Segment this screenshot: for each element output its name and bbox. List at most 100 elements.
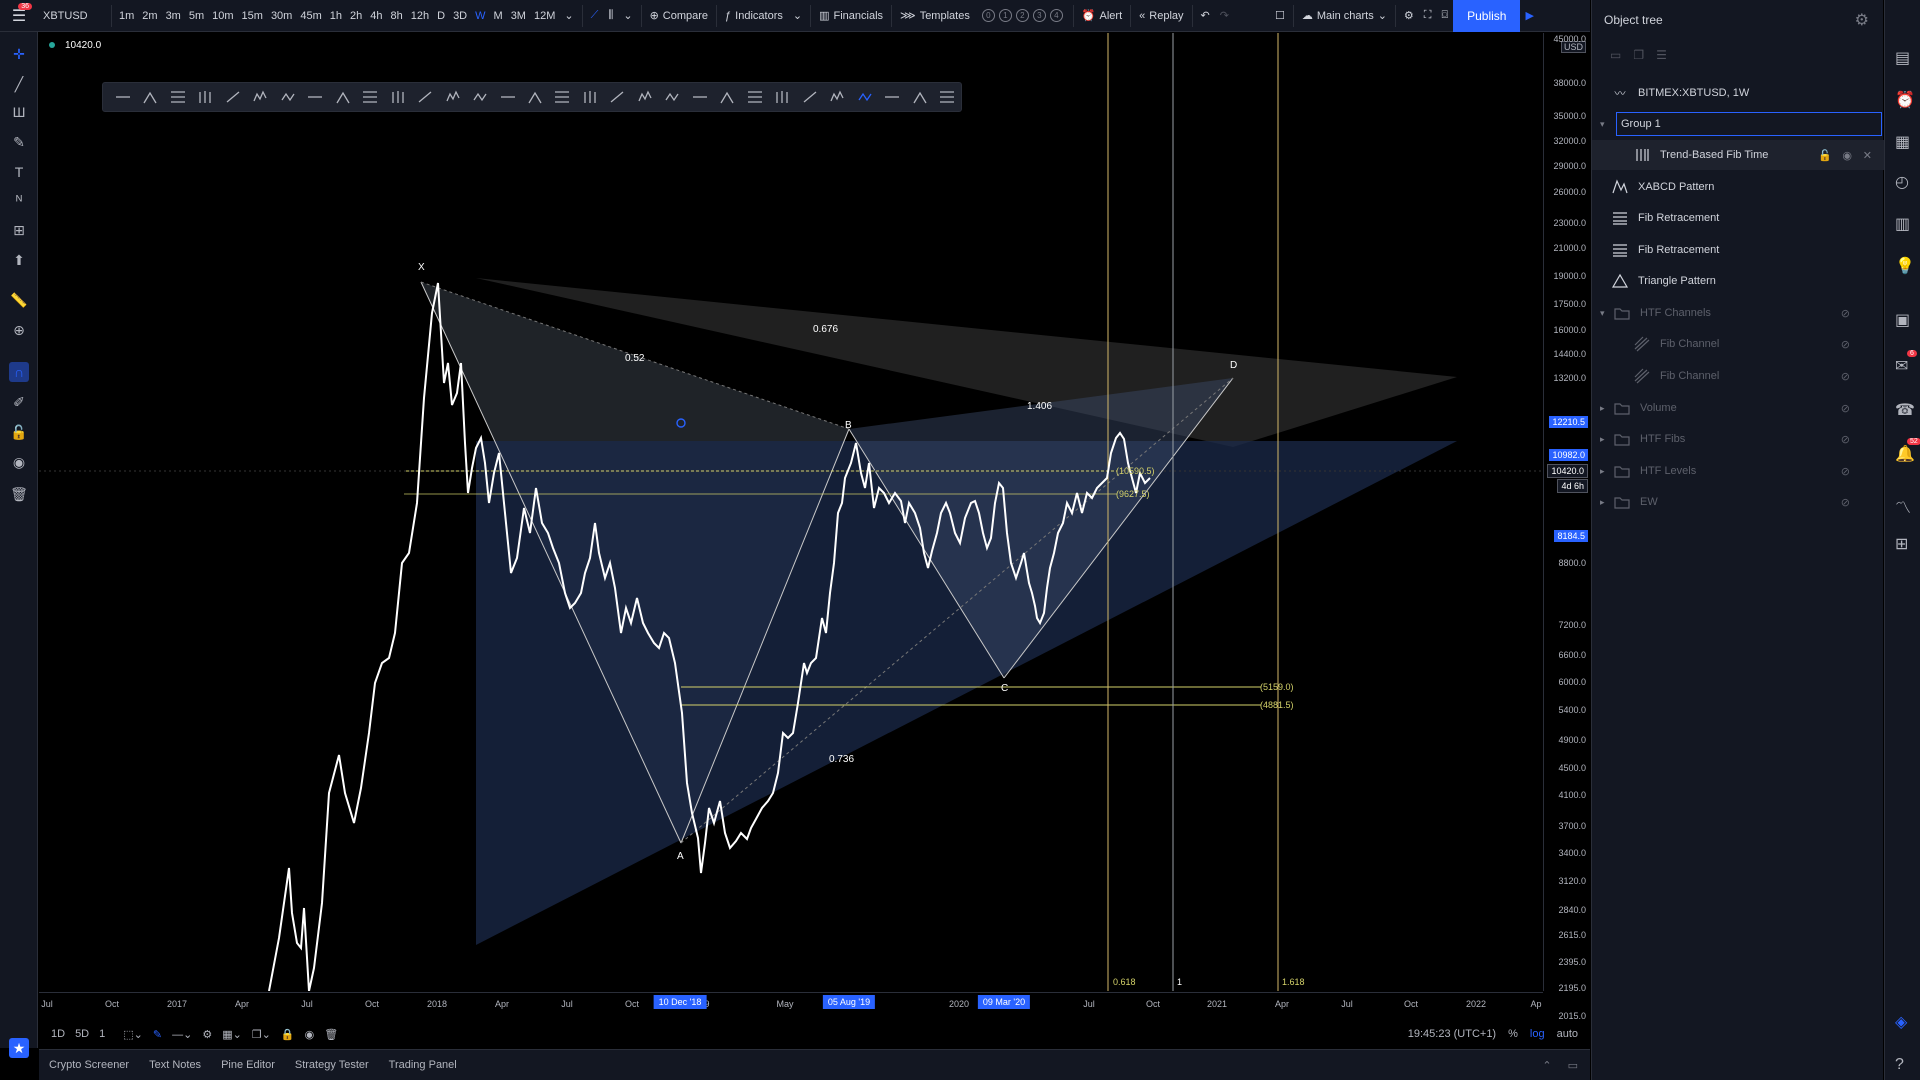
symbol-search-button[interactable]: XBTUSD [43,9,88,22]
tab-text-notes[interactable]: Text Notes [149,1059,202,1071]
series-row[interactable]: 〰 BITMEX:XBTUSD, 1W [1592,78,1884,108]
tab-pine-editor[interactable]: Pine Editor [221,1059,275,1071]
eye-hidden-icon[interactable]: ⊘ [1840,338,1850,351]
eye-hidden-icon[interactable]: ⊘ [1840,370,1850,383]
camera-icon[interactable]: ⌼ [1441,9,1449,21]
trend-line-icon[interactable] [549,84,576,110]
maximize-icon[interactable]: ▭ [1567,1059,1578,1072]
gann-box-icon[interactable] [521,84,548,110]
range-5d[interactable]: 5D [75,1028,90,1040]
chevron-right-icon[interactable]: ▸ [1600,402,1605,413]
price-axis[interactable]: USD 45000.0 38000.0 35000.0 32000.0 29000.0… [1543,33,1590,1021]
settings-gear-icon[interactable]: ⚙ [1403,10,1414,22]
eye-hidden-icon[interactable]: ⊘ [1840,307,1850,320]
copy-icon[interactable]: ❐⌄ [251,1028,271,1041]
interval-1h[interactable]: 1h [329,9,342,22]
chart-canvas[interactable]: 10420.0 X A B C D 0.52 0.676 1.406 0.736… [39,33,1590,1048]
head-shoulders-icon[interactable] [384,84,411,110]
trend-line-icon[interactable]: ╱ [14,75,24,92]
group-name-input[interactable] [1616,112,1882,136]
collapse-icon[interactable]: ⌃ [1542,1059,1552,1072]
eye-hidden-icon[interactable]: ⊘ [1840,433,1850,446]
arrow-up-icon[interactable]: ⬆ [13,251,25,268]
tree-hidden-item[interactable]: Fib Channel ⊘ [1592,329,1884,359]
alert-button[interactable]: ⏰ Alert [1077,0,1127,32]
tree-hidden-item[interactable]: Fib Channel ⊘ [1592,361,1884,391]
clock-display[interactable]: 19:45:23 (UTC+1) [1407,1028,1497,1040]
replay-button[interactable]: «Replay [1134,0,1188,32]
help-icon[interactable]: ? [1895,1056,1904,1073]
chevron-right-icon[interactable]: ▸ [1600,433,1605,444]
volume-profile-icon[interactable] [934,84,961,110]
interval-30m[interactable]: 30m [270,9,293,22]
pattern-icon[interactable] [796,84,823,110]
range-1[interactable]: 1 [99,1028,106,1040]
layout-button[interactable]: ☁ Main charts ⌄ [1297,0,1392,32]
zoom-in-icon[interactable]: ⊕ [13,321,25,338]
trash-icon[interactable]: 🗑 [10,485,28,502]
measure-icon[interactable] [879,84,906,110]
tree-item[interactable]: XABCD Pattern [1592,172,1884,202]
favorites-star-icon[interactable]: ★ [9,1038,29,1058]
interval-3d[interactable]: 3D [453,9,468,22]
prediction-icon[interactable]: ⊞ [13,221,25,238]
trend-fib-icon[interactable] [164,84,191,110]
interval-3m[interactable]: 3M [510,9,526,22]
chart-type-dropdown-icon[interactable]: ⌄ [623,10,633,22]
triangle-icon[interactable] [329,84,356,110]
new-folder-icon[interactable]: ▭ [1610,48,1622,62]
ideas-bulb-icon[interactable]: 💡 [1895,258,1915,275]
object-tree-layers-icon[interactable]: ◈ [1895,1014,1908,1031]
elliott-icon[interactable] [411,84,438,110]
chevron-right-icon[interactable]: ▸ [1600,465,1605,476]
interval-8h[interactable]: 8h [390,9,403,22]
template-slot[interactable]: 1 [998,9,1012,22]
indicators-button[interactable]: ƒ Indicators [720,0,788,32]
indicators-dropdown-icon[interactable]: ⌄ [792,10,803,22]
publish-button[interactable]: Publish [1453,0,1521,32]
interval-45m[interactable]: 45m [300,9,322,22]
trash-icon[interactable]: 🗑 [324,1028,339,1041]
select-layout-button[interactable]: ☐ [1274,10,1285,22]
interval-w[interactable]: W [475,9,486,22]
interval-dropdown-icon[interactable]: ⌄ [564,10,574,22]
chevron-down-icon[interactable]: ▾ [1600,307,1605,318]
notifications-bell-icon[interactable]: 🔔 52 [1895,438,1920,464]
template-slot[interactable]: 0 [981,9,995,22]
pencil-lock-icon[interactable]: ✐ [13,393,25,410]
tree-hidden-group[interactable]: ▾ HTF Channels ⊘ [1592,298,1884,328]
interval-15m[interactable]: 15m [241,9,263,22]
brush-icon[interactable] [659,84,686,110]
range-1d[interactable]: 1D [51,1028,66,1040]
abcd-icon[interactable] [301,84,328,110]
line-icon[interactable] [219,84,246,110]
group-row[interactable]: ▾ [1592,109,1884,139]
tree-hidden-group[interactable]: ▸ HTF Levels ⊘ [1592,456,1884,486]
interval-4h[interactable]: 4h [370,9,383,22]
watchlist-icon[interactable]: ▤ [1895,50,1911,67]
date-range-icon[interactable] [906,84,933,110]
bar-chart-type-icon[interactable]: ⫼ [608,9,614,21]
alerts-clock-icon[interactable]: ⏰ [1895,92,1915,109]
auto-toggle[interactable]: auto [1556,1028,1578,1040]
templates-button[interactable]: ⋙ Templates [895,0,975,32]
menu-button[interactable]: ☰ 36 [0,0,38,32]
lock-icon[interactable]: 🔒 [280,1028,295,1041]
interval-d[interactable]: D [437,9,446,22]
text-icon[interactable]: T [14,164,24,180]
eye-icon[interactable]: ◉ [12,453,26,470]
calendar-icon[interactable]: ◴ [1895,174,1909,191]
eye-hidden-icon[interactable]: ⊘ [1840,496,1850,509]
streams-icon[interactable]: ▣ [1895,312,1911,329]
curve-icon[interactable] [714,84,741,110]
interval-12h[interactable]: 12h [410,9,430,22]
fib-fan-icon[interactable] [466,84,493,110]
tree-hidden-group[interactable]: ▸ EW ⊘ [1592,487,1884,517]
crosshair-icon[interactable]: ✛ [13,45,25,62]
brush-icon[interactable]: ✎ [13,133,25,150]
line-chart-type-icon[interactable]: ⟋ [590,9,599,21]
time-axis[interactable]: Jul Oct 2017 Apr Jul Oct 2018 Apr Jul Oct May 2020 J… [39,992,1543,1012]
three-drives-icon[interactable] [356,84,383,110]
chevron-right-icon[interactable]: ▸ [1600,496,1605,507]
delete-stack-icon[interactable]: ☰ [1656,48,1667,62]
